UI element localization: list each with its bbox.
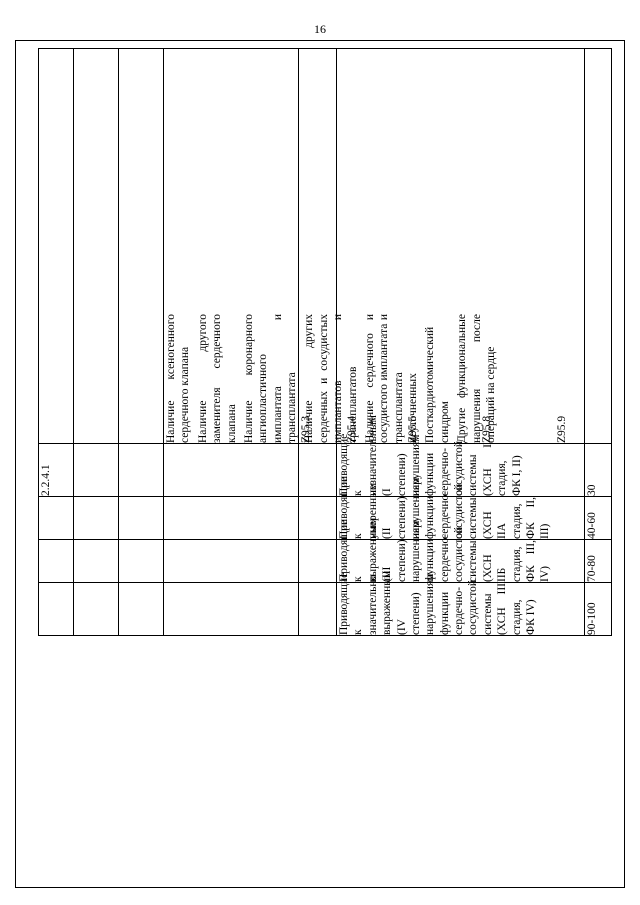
- row-desc: Приводящие к незначительным (I степени) …: [337, 444, 524, 496]
- row-percent: 90-100: [585, 583, 599, 635]
- table-row: Приводящие к значительно выраженным (IV …: [39, 583, 612, 636]
- page-number: 16: [0, 22, 640, 37]
- row-number: 2.2.4.1: [39, 444, 53, 496]
- item-code: Z95.9: [555, 49, 569, 443]
- row-desc: Приводящие к значительно выраженным (IV …: [337, 583, 538, 635]
- table-row: Приводящие к выраженным (III степени) на…: [39, 540, 612, 583]
- item-text: Наличие другого заменителя сердечного кл…: [196, 314, 239, 443]
- row-percent: 70-80: [585, 540, 599, 582]
- item-code: Z95.5: [406, 49, 420, 443]
- row-percent: 30: [585, 444, 599, 496]
- row-percent: 40-60: [585, 497, 599, 539]
- item-code: Z95.4: [345, 49, 359, 443]
- table-row: Приводящие к умеренным (II степени) нару…: [39, 497, 612, 540]
- table-row: 2.2.4.1 Приводящие к незначительным (I с…: [39, 444, 612, 497]
- item-text: Наличие ксеногенного сердечного клапана: [164, 314, 193, 443]
- item-code: Z95.3: [299, 49, 313, 443]
- item-code: Z95.8: [480, 49, 494, 443]
- table-row: Наличие ксеногенного сердечного клапана …: [39, 49, 612, 444]
- item-text: Наличие коронарного ангиопластичного имп…: [242, 314, 300, 443]
- page: 16 Наличие ксеногенного сердечного клапа…: [0, 0, 640, 905]
